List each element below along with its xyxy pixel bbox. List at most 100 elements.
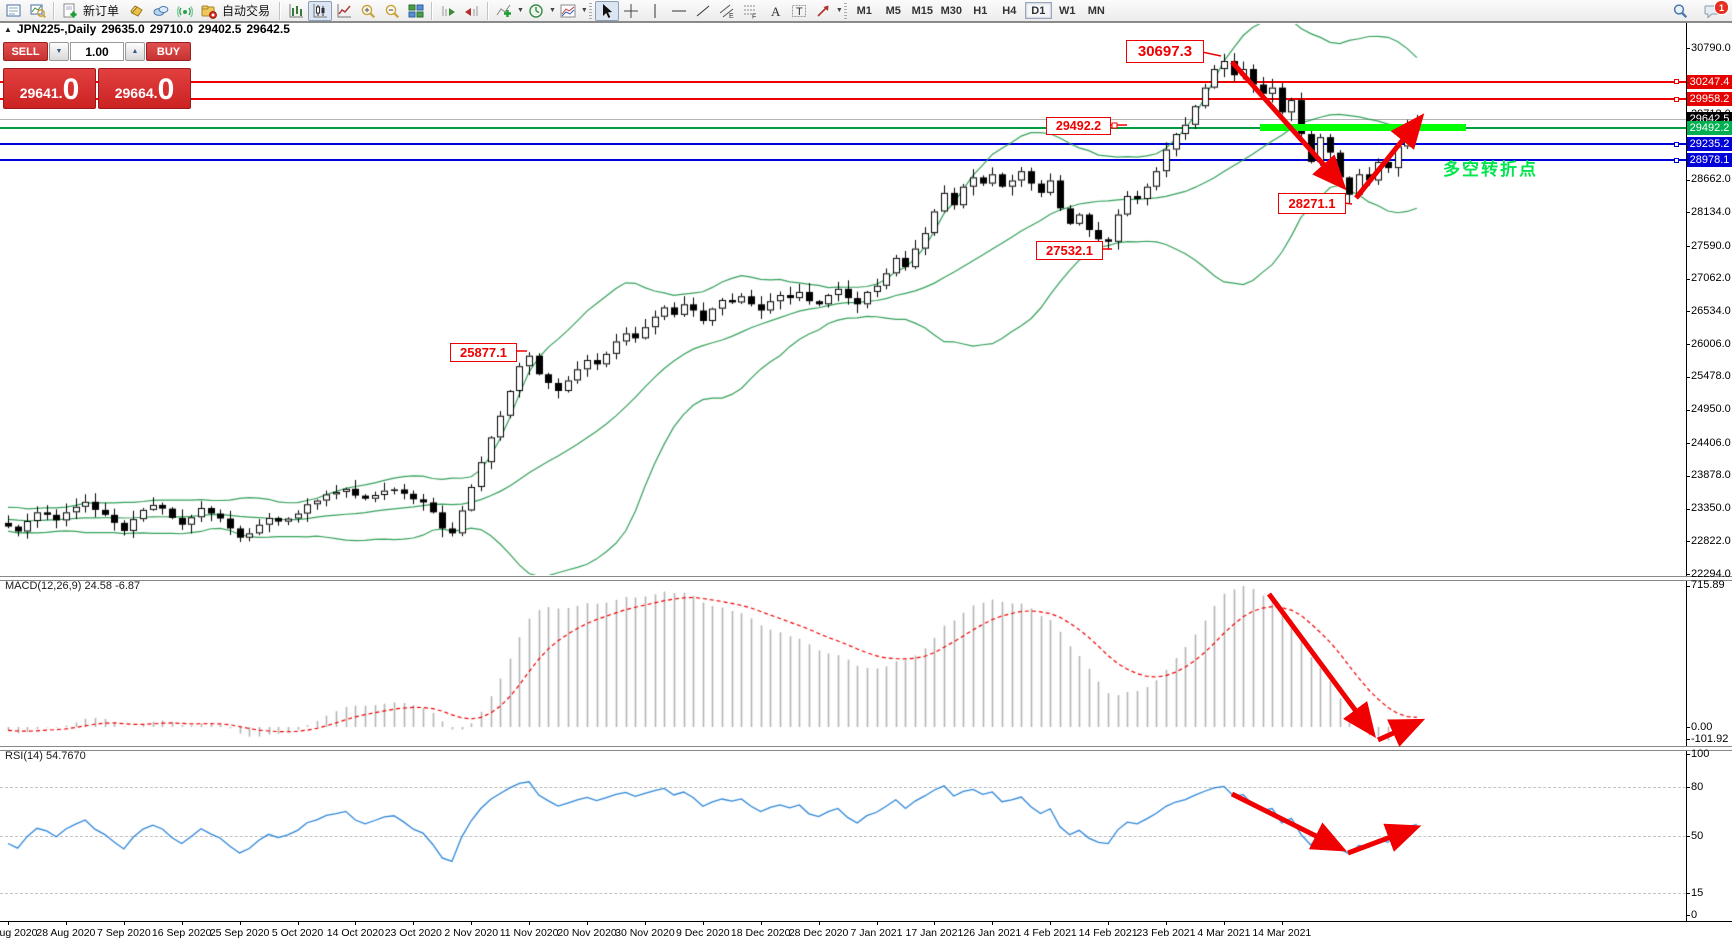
level-line-handle[interactable] xyxy=(1674,96,1679,102)
volume-field[interactable]: 1.00 xyxy=(70,42,124,61)
fibonacci-tool-icon[interactable]: F xyxy=(739,1,763,21)
vertical-line-tool-icon[interactable] xyxy=(643,1,667,21)
new-order-icon[interactable] xyxy=(58,1,82,21)
date-label[interactable]: 20 Nov 2020 xyxy=(557,927,617,939)
text-tool-icon[interactable]: A xyxy=(763,1,787,21)
chat-icon[interactable]: 1 xyxy=(1700,0,1729,21)
cursor-tool-icon[interactable] xyxy=(594,0,619,21)
autotrading-label[interactable]: 自动交易 xyxy=(222,4,271,18)
date-label[interactable]: 14 Oct 2020 xyxy=(326,927,384,939)
annotation-price-label[interactable]: 29492.2 xyxy=(1046,117,1111,135)
date-label[interactable]: 7 Jan 2021 xyxy=(850,927,903,939)
date-label[interactable]: 5 Oct 2020 xyxy=(271,927,324,939)
support-zone-highlight[interactable] xyxy=(1260,124,1466,131)
annotation-price-label[interactable]: 25877.1 xyxy=(450,343,517,362)
date-label[interactable]: 25 Sep 2020 xyxy=(209,927,270,939)
pane-separator-macd[interactable] xyxy=(0,576,1732,581)
rsi-up-arrow[interactable] xyxy=(1347,823,1422,856)
timeframe-button-m5[interactable]: M5 xyxy=(885,4,901,17)
timeframe-button-m1[interactable]: M1 xyxy=(856,4,872,17)
timeframe-button-m15[interactable]: M15 xyxy=(911,4,933,17)
date-label[interactable]: 23 Feb 2021 xyxy=(1136,927,1196,939)
date-label[interactable]: 30 Nov 2020 xyxy=(615,927,675,939)
date-label[interactable]: 4 Feb 2021 xyxy=(1023,927,1077,939)
annotation-price-label[interactable]: 27532.1 xyxy=(1036,241,1103,260)
date-label[interactable]: 14 Feb 2021 xyxy=(1078,927,1138,939)
date-label[interactable]: 23 Oct 2020 xyxy=(384,927,442,939)
date-label[interactable]: 19 Aug 2020 xyxy=(0,927,38,939)
date-label[interactable]: 9 Dec 2020 xyxy=(675,927,730,939)
channel-tool-icon[interactable]: E xyxy=(715,1,739,21)
toolbar-grip[interactable] xyxy=(843,2,847,19)
crosshair-tool-icon[interactable] xyxy=(619,1,643,21)
trendline-tool-icon[interactable] xyxy=(691,1,715,21)
date-label[interactable]: 26 Jan 2021 xyxy=(963,927,1022,939)
date-label[interactable]: 11 Nov 2020 xyxy=(499,927,559,939)
toolbar-grip[interactable] xyxy=(588,2,592,19)
templates-dropdown-icon[interactable]: ▼ xyxy=(580,7,588,14)
timeframe-button-h4[interactable]: H4 xyxy=(1002,4,1017,17)
collapse-panel-icon[interactable]: ▲ xyxy=(4,24,12,34)
templates-icon[interactable] xyxy=(556,1,580,21)
date-label[interactable]: 4 Mar 2021 xyxy=(1197,927,1251,939)
tile-windows-icon[interactable] xyxy=(404,1,428,21)
indicators-dropdown-icon[interactable]: ▼ xyxy=(517,7,524,14)
price-down-arrow[interactable] xyxy=(1230,60,1347,191)
sell-price-button[interactable]: 29641. 0 xyxy=(3,68,96,109)
indicators-icon[interactable] xyxy=(492,1,516,21)
annotation-price-label[interactable]: 30697.3 xyxy=(1126,40,1204,63)
macd-up-arrow[interactable] xyxy=(1376,718,1426,747)
timeframe-button-mn[interactable]: MN xyxy=(1087,4,1105,17)
volume-increase-button[interactable]: ▲ xyxy=(125,42,145,61)
metaeditor-icon[interactable] xyxy=(125,1,149,21)
date-label[interactable]: 28 Aug 2020 xyxy=(36,927,96,939)
rsi-down-arrow[interactable] xyxy=(1230,791,1347,852)
timeframe-button-w1[interactable]: W1 xyxy=(1059,4,1076,17)
profiles-icon[interactable] xyxy=(26,1,50,21)
zoom-in-icon[interactable] xyxy=(356,1,380,21)
bar-chart-icon[interactable] xyxy=(284,1,308,21)
annotation-chinese-text[interactable]: 多空转折点 xyxy=(1443,160,1538,179)
new-order-label[interactable]: 新订单 xyxy=(83,4,120,18)
signals-icon[interactable] xyxy=(173,1,197,21)
date-label[interactable]: 2 Nov 2020 xyxy=(444,927,499,939)
level-line-handle[interactable] xyxy=(1674,141,1679,147)
timeframe-button-d1[interactable]: D1 xyxy=(1024,2,1052,19)
date-label[interactable]: 18 Dec 2020 xyxy=(730,927,791,939)
timeframe-button-h1[interactable]: H1 xyxy=(973,4,988,17)
buy-price-button[interactable]: 29664. 0 xyxy=(98,68,191,109)
sell-button[interactable]: SELL xyxy=(3,42,48,61)
text-label-tool-icon[interactable]: T xyxy=(787,1,811,21)
macd-down-arrow[interactable] xyxy=(1266,592,1376,739)
date-label[interactable]: 28 Dec 2020 xyxy=(788,927,849,939)
level-line-handle[interactable] xyxy=(1674,157,1679,163)
pane-separator-rsi[interactable] xyxy=(0,746,1732,751)
annotation-price-label[interactable]: 28271.1 xyxy=(1278,193,1346,214)
date-label[interactable]: 16 Sep 2020 xyxy=(151,927,212,939)
periods-dropdown-icon[interactable]: ▼ xyxy=(548,7,556,14)
horizontal-line-tool-icon[interactable] xyxy=(667,1,691,21)
date-label[interactable]: 17 Jan 2021 xyxy=(905,927,964,939)
price-badge-support: 29492.2 xyxy=(1687,121,1732,136)
search-icon[interactable] xyxy=(1668,1,1692,21)
volume-decrease-button[interactable]: ▼ xyxy=(49,42,69,61)
auto-scroll-icon[interactable] xyxy=(436,1,460,21)
market-depth-icon[interactable] xyxy=(149,1,173,21)
arrows-dropdown-icon[interactable]: ▼ xyxy=(835,7,843,14)
timeframe-button-m30[interactable]: M30 xyxy=(940,4,962,17)
date-label[interactable]: 7 Sep 2020 xyxy=(96,927,151,939)
arrows-tool-icon[interactable] xyxy=(811,1,835,21)
annotation-handle[interactable] xyxy=(1111,122,1118,129)
level-line-handle[interactable] xyxy=(1674,79,1679,85)
periods-icon[interactable] xyxy=(524,1,548,21)
new-chart-icon[interactable] xyxy=(2,1,26,21)
line-chart-icon[interactable] xyxy=(332,1,356,21)
candlestick-chart-icon[interactable] xyxy=(308,0,333,21)
zoom-out-icon[interactable] xyxy=(380,1,404,21)
buy-button[interactable]: BUY xyxy=(146,42,191,61)
chart-shift-icon[interactable] xyxy=(460,1,484,21)
date-label[interactable]: 14 Mar 2021 xyxy=(1252,927,1312,939)
autotrading-icon[interactable] xyxy=(197,1,221,21)
price-up-arrow[interactable] xyxy=(1354,113,1425,200)
date-tick-mark xyxy=(876,921,878,925)
